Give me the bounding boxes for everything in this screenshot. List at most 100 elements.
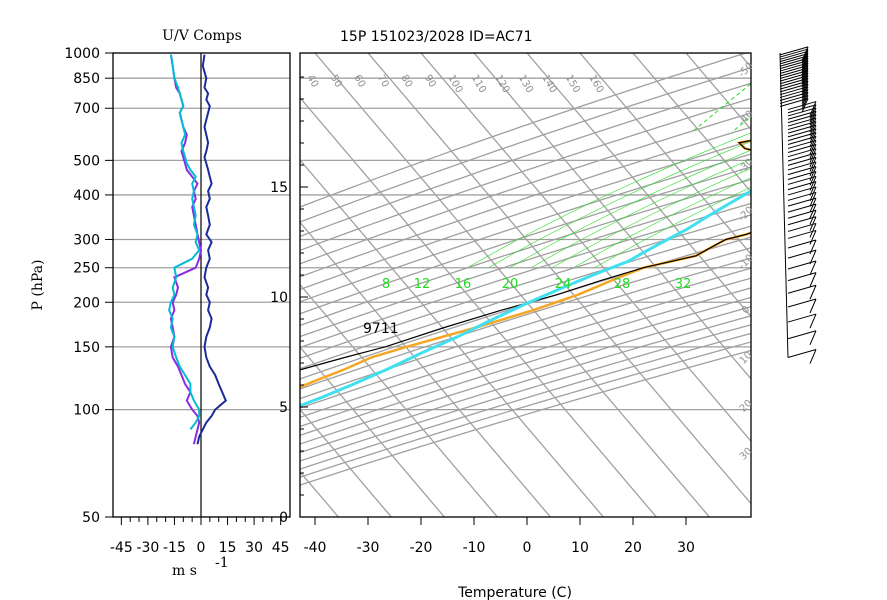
height-axis: 0 5 10 15 <box>270 76 308 526</box>
uv-x-axis-label-exponent: -1 <box>215 555 229 571</box>
wind-barb <box>801 78 809 93</box>
uv-series-line <box>168 54 201 431</box>
wind-barb <box>809 121 817 136</box>
uv-x-tick-label: 30 <box>245 540 263 556</box>
mixing-ratio-label: 24 <box>555 277 572 292</box>
wind-barb <box>801 95 809 110</box>
wind-barb <box>809 171 817 186</box>
moist-adiabat <box>573 177 751 268</box>
mixing-ratio-label: 16 <box>455 277 472 292</box>
wind-barb <box>787 229 817 239</box>
temperature-axis: -40 -30 -20 -10 0 10 20 30 <box>304 517 695 556</box>
wind-barb <box>787 148 817 158</box>
pressure-tick-label: 100 <box>73 403 100 419</box>
pressure-tick-label: 150 <box>73 340 100 356</box>
wind-barb <box>809 285 817 300</box>
moist-adiabat <box>467 132 751 268</box>
wind-barb <box>779 48 809 58</box>
mixing-ratio-line <box>870 53 887 132</box>
dry-adiabat <box>300 332 751 470</box>
wind-barb <box>801 70 809 85</box>
potential-temp-label: 160 <box>586 73 605 95</box>
moist-adiabat <box>594 186 751 268</box>
isotherm <box>300 159 604 517</box>
dry-adiabat <box>300 202 751 349</box>
potential-temp-label: 80 <box>398 73 414 90</box>
temperature-tick-label: -40 <box>304 540 327 556</box>
mixing-ratio-line <box>691 82 751 133</box>
wind-barb <box>801 80 809 96</box>
wind-barb <box>809 230 817 245</box>
isotherm-label: -10 <box>737 253 756 272</box>
temperature-tick-label: 20 <box>624 540 642 556</box>
wind-barb <box>787 222 817 232</box>
wind-barb <box>787 260 817 270</box>
pressure-tick-label: 850 <box>73 71 100 87</box>
temperature-tick-label: -30 <box>357 540 380 556</box>
dry-adiabat <box>300 315 751 454</box>
isotherm-label: -20 <box>737 205 756 224</box>
pressure-tick-label: 50 <box>82 510 100 526</box>
sounding-line <box>300 139 751 389</box>
uv-series-line <box>196 54 228 445</box>
sounding-line <box>300 139 751 371</box>
isotherm <box>473 53 751 380</box>
wind-barb <box>809 313 817 329</box>
isotherm-label: -40 <box>737 109 756 128</box>
wind-barb <box>801 72 809 88</box>
dry-adiabat <box>300 267 751 409</box>
wind-barb <box>787 249 817 259</box>
pressure-tick-label: 400 <box>73 188 100 204</box>
wind-barb <box>809 117 817 133</box>
pressure-tick-label: 500 <box>73 153 100 169</box>
pressure-tick-label: 200 <box>73 295 100 311</box>
dry-adiabat <box>300 225 751 370</box>
dry-adiabat <box>300 166 751 315</box>
skewt-series <box>300 139 751 408</box>
wind-barb <box>809 181 817 196</box>
wind-barb <box>801 75 809 90</box>
wind-barb <box>787 313 817 323</box>
uv-x-tick-label: -15 <box>163 540 186 556</box>
uv-x-tick-label: 45 <box>272 540 290 556</box>
dry-adiabat <box>300 214 751 359</box>
uv-x-tick-label: 15 <box>219 540 237 556</box>
dry-adiabat <box>300 247 751 390</box>
wind-barb <box>801 67 809 83</box>
wind-barb <box>801 58 809 73</box>
uv-x-axis: -45 -30 -15 0 15 30 45 <box>110 517 290 556</box>
dry-adiabat <box>300 66 751 223</box>
wind-barb <box>801 83 809 99</box>
dry-adiabat <box>300 349 751 486</box>
isotherm <box>300 470 339 517</box>
wind-barb <box>801 65 809 80</box>
wind-barb <box>809 330 817 345</box>
potential-temp-label: 90 <box>422 73 438 90</box>
pressure-tick-label: 1000 <box>64 46 100 62</box>
pressure-axis: 50 100 150 200 250 300 400 500 700 850 1000 <box>64 46 113 526</box>
wind-barb <box>809 203 817 219</box>
wind-barb <box>801 89 809 104</box>
dry-adiabat <box>300 126 751 278</box>
dry-adiabat <box>300 190 751 338</box>
potential-temp-label: 110 <box>469 73 488 95</box>
pressure-tick-label: 300 <box>73 232 100 248</box>
skewt-grid <box>300 53 887 517</box>
wind-barb <box>787 330 817 340</box>
isotherm <box>300 408 392 517</box>
isotherm <box>420 53 751 443</box>
potential-temp-label: 100 <box>445 73 464 95</box>
wind-barb <box>809 186 817 202</box>
skewt-frame <box>299 52 752 518</box>
wind-barb <box>809 176 817 191</box>
wind-barb <box>809 136 817 151</box>
potential-temp-label: 150 <box>563 73 582 95</box>
wind-barb <box>809 349 817 364</box>
wind-barb <box>787 197 817 207</box>
mixing-ratio-label: 32 <box>675 277 692 292</box>
wind-barb <box>787 191 817 201</box>
pressure-tick-label: 250 <box>73 261 100 277</box>
temperature-tick-label: 10 <box>571 540 589 556</box>
